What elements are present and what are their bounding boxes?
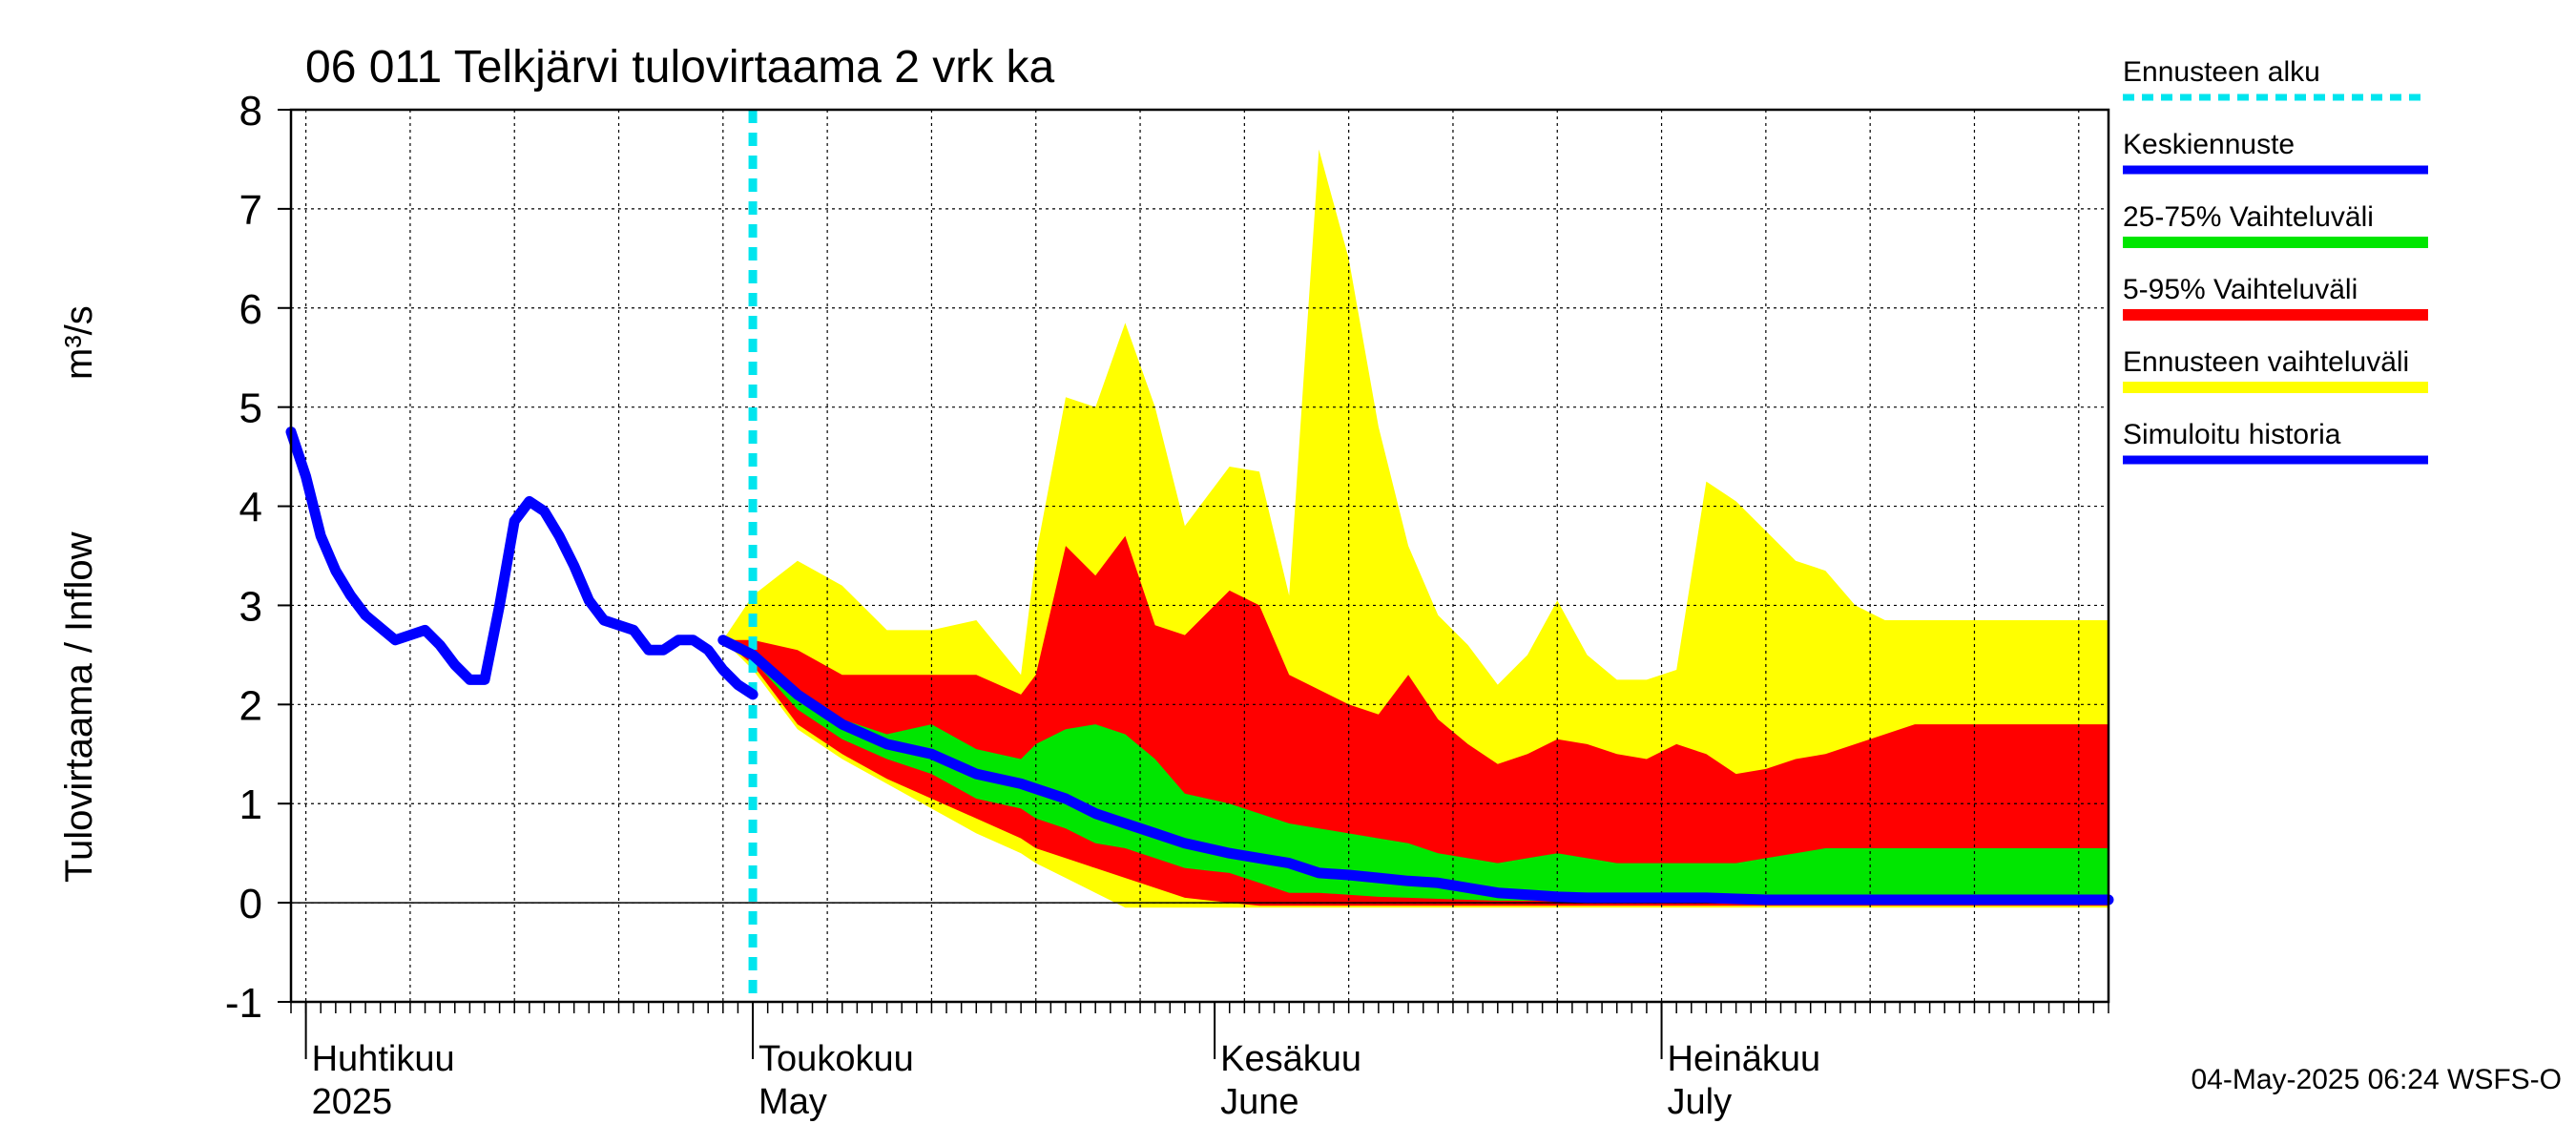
month-label-en: May [758,1082,827,1122]
chart-title: 06 011 Telkjärvi tulovirtaama 2 vrk ka [305,42,1055,93]
y-tick-labels: -1 0 1 2 3 4 5 6 7 8 [225,88,262,1027]
y-axis-label: Tulovirtaama / Inflow [58,531,100,883]
y-tick-label: 6 [239,286,262,333]
legend: Ennusteen alku Keskiennuste 25-75% Vaihtel… [2123,56,2428,465]
y-tick-label: 3 [239,583,262,630]
y-tick-label: 8 [239,88,262,135]
y-tick-label: 7 [239,187,262,234]
month-label-en: July [1668,1082,1733,1122]
month-label-en: 2025 [312,1082,393,1122]
y-tick-label: 2 [239,682,262,729]
legend-label: 25-75% Vaihteluväli [2123,201,2374,233]
y-tick-label: 4 [239,485,262,531]
legend-label: Ennusteen vaihteluväli [2123,346,2409,378]
month-label-fi: Heinäkuu [1668,1039,1821,1079]
legend-label: Ennusteen alku [2123,56,2320,88]
y-axis-unit: m³/s [58,305,100,380]
legend-label: 5-95% Vaihteluväli [2123,274,2358,305]
month-label-en: June [1220,1082,1298,1122]
legend-label: Simuloitu historia [2123,419,2341,450]
timestamp: 04-May-2025 06:24 WSFS-O [2192,1064,2563,1095]
y-tick-label: 5 [239,385,262,432]
y-tick-label: 0 [239,881,262,927]
month-label-fi: Kesäkuu [1220,1039,1361,1079]
grid-lines [291,110,2109,1002]
month-label-fi: Huhtikuu [312,1039,455,1079]
axes [278,108,2110,1059]
p25-75-band [722,639,2109,901]
mean-forecast-line [717,635,2114,906]
series-lines [285,110,2114,1002]
simulated-history-line [285,427,758,700]
forecast-bands [722,149,2109,908]
y-tick-label: 1 [239,781,262,828]
legend-label: Keskiennuste [2123,129,2295,160]
month-label-fi: Toukokuu [758,1039,914,1079]
y-tick-label: -1 [225,980,262,1027]
